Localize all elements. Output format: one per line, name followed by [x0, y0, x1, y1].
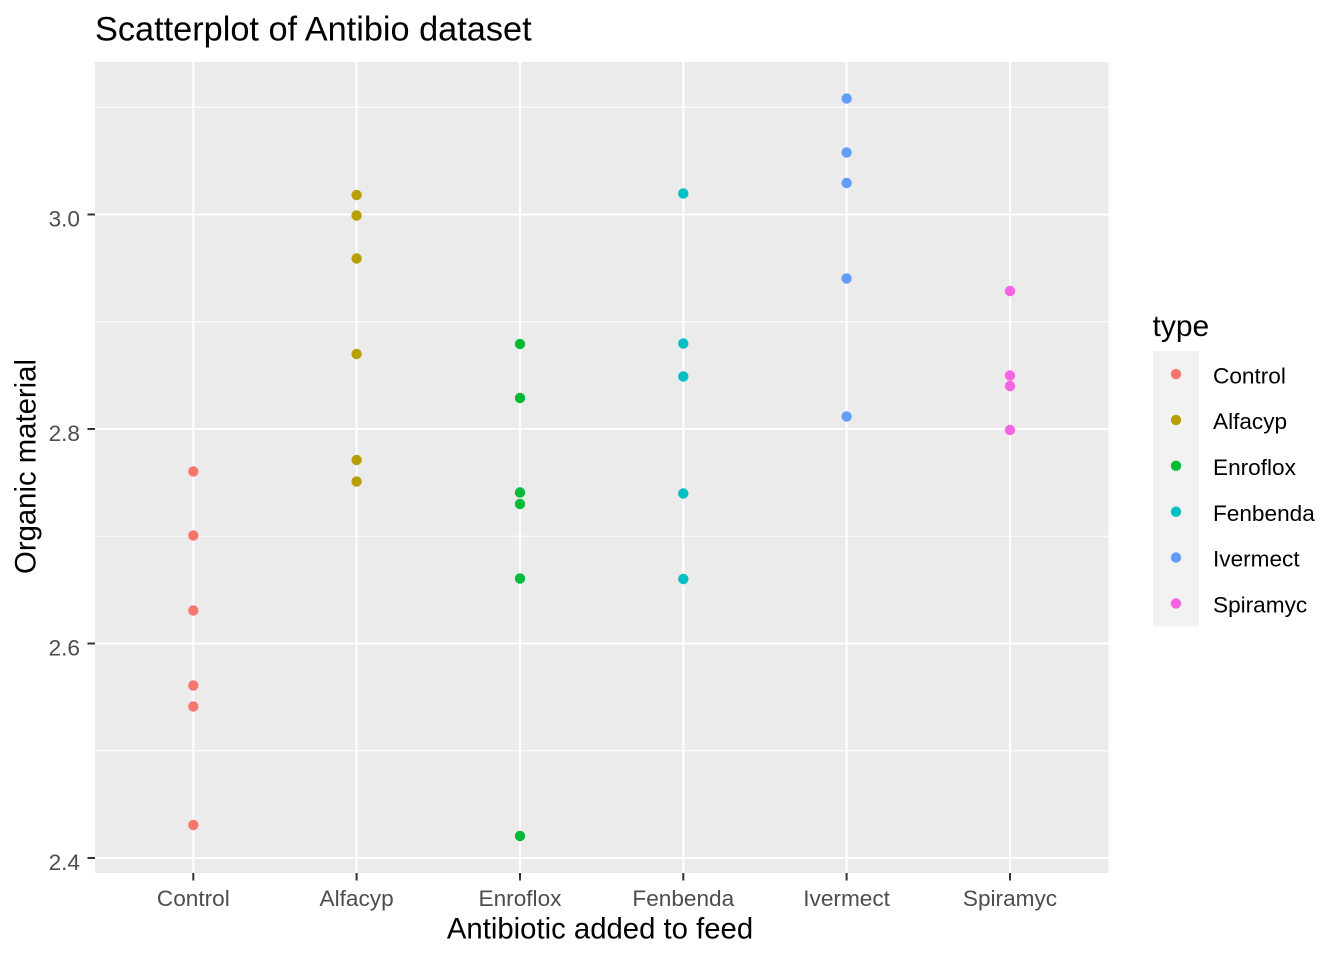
svg-text:Organic material: Organic material	[10, 359, 43, 574]
svg-text:Alfacyp: Alfacyp	[320, 886, 394, 911]
svg-text:Fenbenda: Fenbenda	[632, 886, 734, 911]
svg-text:Scatterplot of Antibio dataset: Scatterplot of Antibio dataset	[95, 10, 532, 48]
svg-text:2.6: 2.6	[49, 635, 80, 660]
svg-text:Ivermect: Ivermect	[803, 886, 890, 911]
svg-text:Alfacyp: Alfacyp	[1213, 409, 1287, 434]
svg-text:2.8: 2.8	[49, 421, 80, 446]
svg-text:Ivermect: Ivermect	[1213, 547, 1300, 572]
svg-text:Spiramyc: Spiramyc	[1213, 593, 1307, 618]
svg-text:Spiramyc: Spiramyc	[963, 886, 1057, 911]
svg-text:2.4: 2.4	[49, 850, 80, 875]
svg-text:Enroflox: Enroflox	[479, 886, 563, 911]
svg-text:3.0: 3.0	[49, 206, 80, 231]
svg-text:Enroflox: Enroflox	[1213, 455, 1297, 480]
svg-text:Control: Control	[157, 886, 230, 911]
svg-text:type: type	[1153, 310, 1210, 343]
svg-text:Fenbenda: Fenbenda	[1213, 501, 1315, 526]
svg-text:Antibiotic added to feed: Antibiotic added to feed	[447, 912, 753, 945]
svg-text:Control: Control	[1213, 363, 1286, 388]
